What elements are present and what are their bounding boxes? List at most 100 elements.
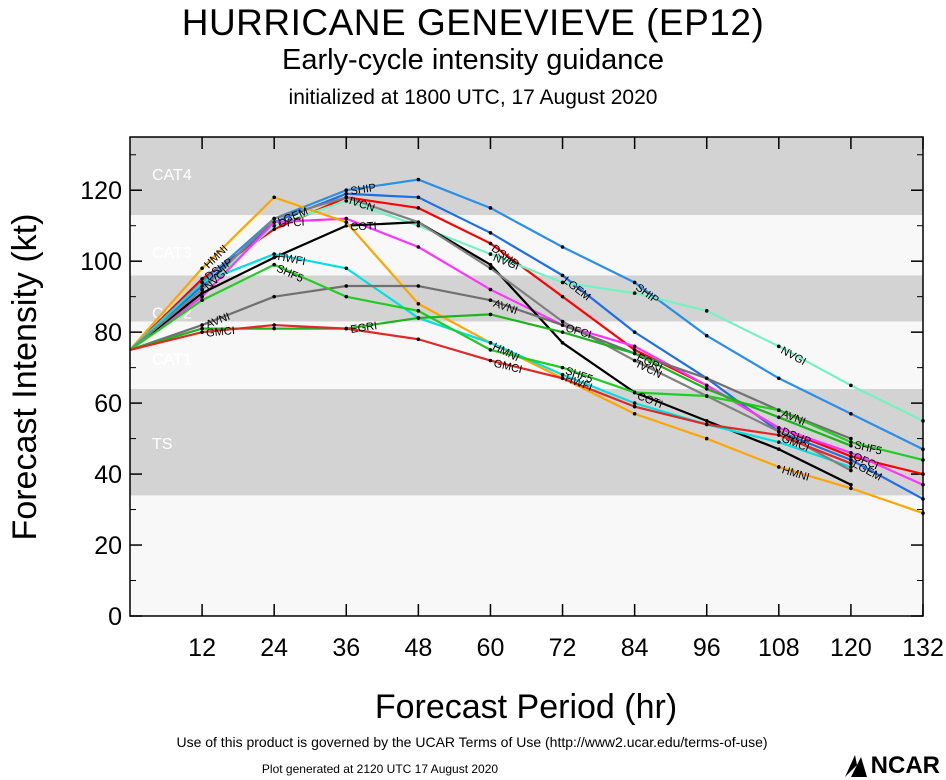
series-line-hmni xyxy=(129,196,924,515)
x-tick-label: 36 xyxy=(332,634,360,662)
series-point-nvgi xyxy=(416,223,421,228)
series-point-shf5 xyxy=(272,262,276,267)
series-point-coti xyxy=(704,419,709,423)
series-point-lgem xyxy=(488,231,493,235)
series-point-ship xyxy=(777,376,781,381)
series-point-hwfi xyxy=(632,401,637,405)
series-point-lgem xyxy=(632,330,637,334)
series-point-hwfi xyxy=(272,252,276,256)
series-point-dshp xyxy=(488,241,493,246)
series-point-shf5 xyxy=(849,440,853,444)
series-point-hmni xyxy=(344,220,349,224)
series-point-nvgi xyxy=(777,344,781,349)
series-point-egri xyxy=(777,415,781,420)
series-label-ship: SHIP xyxy=(350,182,377,198)
band-label-cat4: CAT4 xyxy=(152,167,192,184)
series-point-dshp xyxy=(560,294,565,299)
series-point-gmci xyxy=(560,376,565,381)
series-point-lgem xyxy=(849,458,853,462)
x-tick-label: 120 xyxy=(830,634,872,662)
series-point-egri xyxy=(200,326,204,331)
series-point-ivcn xyxy=(416,220,421,224)
band-label-ts: TS xyxy=(152,436,172,453)
y-tick-label: 100 xyxy=(80,248,122,276)
series-point-hwfi xyxy=(488,340,493,345)
y-tick-label: 60 xyxy=(94,390,122,418)
series-point-ofci xyxy=(632,344,637,349)
series-point-ship xyxy=(849,411,853,416)
x-tick-label: 48 xyxy=(404,634,432,662)
series-point-nvgi xyxy=(849,383,853,388)
series-point-shf5 xyxy=(344,294,349,299)
chart-subtitle: Early-cycle intensity guidance xyxy=(281,44,664,76)
series-point-avni xyxy=(849,436,853,441)
band-cat3 xyxy=(130,215,923,276)
series-point-egri xyxy=(488,312,493,317)
series-point-gmci xyxy=(344,326,349,331)
generated-timestamp: Plot generated at 2120 UTC 17 August 202… xyxy=(261,762,499,776)
series-point-avni xyxy=(488,298,493,303)
series-point-ship xyxy=(632,280,637,285)
series-label-gmci: GMCI xyxy=(206,325,236,340)
series-point-gmci xyxy=(272,323,276,327)
series-point-egri xyxy=(632,351,637,356)
y-axis-label: Forecast Intensity (kt) xyxy=(6,214,44,541)
series-point-ofci xyxy=(416,245,421,249)
model-series xyxy=(129,177,925,515)
series-point-nvgi xyxy=(272,223,276,228)
band-label-cat1: CAT1 xyxy=(152,352,192,369)
series-point-hwfi xyxy=(560,372,565,377)
series-point-ofci xyxy=(200,294,204,299)
x-tick-label: 96 xyxy=(693,634,721,662)
series-point-hmni xyxy=(200,266,204,271)
chart-title: HURRICANE GENEVIEVE (EP12) xyxy=(181,2,765,43)
series-point-coti xyxy=(777,447,781,452)
series-point-gmci xyxy=(416,337,421,342)
series-point-avni xyxy=(200,323,204,327)
series-point-dshp xyxy=(272,227,276,232)
series-point-dshp xyxy=(849,454,853,459)
series-point-shf5 xyxy=(704,394,709,398)
series-line-nvgi xyxy=(129,199,924,422)
series-point-hwfi xyxy=(777,440,781,444)
axis-tick-labels: 12 24 36 48 60 72 84 96 108 120 132 0 20 40 60 80 100 120 xyxy=(80,177,944,662)
series-point-avni xyxy=(272,294,276,299)
band-label-cat3: CAT3 xyxy=(152,245,192,262)
series-point-gmci xyxy=(632,404,637,409)
x-tick-label: 108 xyxy=(758,634,800,662)
series-line-ofci xyxy=(129,217,924,486)
series-point-hwfi xyxy=(344,266,349,271)
series-label-hwfi: HWFI xyxy=(277,251,307,268)
series-point-ofci xyxy=(704,383,709,388)
series-point-coti xyxy=(488,262,493,267)
series-point-lgem xyxy=(344,191,349,196)
series-point-ofci xyxy=(272,220,276,224)
series-point-shf5 xyxy=(777,408,781,413)
band-cat2 xyxy=(130,275,923,322)
series-point-gmci xyxy=(200,330,204,334)
series-point-ivcn xyxy=(344,195,349,200)
series-point-dshp xyxy=(416,206,421,210)
series-point-hwfi xyxy=(849,465,853,469)
series-point-egri xyxy=(704,387,709,391)
series-point-nvgi xyxy=(632,291,637,295)
series-point-ivcn xyxy=(777,429,781,434)
terms-of-use: Use of this product is governed by the U… xyxy=(176,734,768,750)
series-point-coti xyxy=(200,291,204,295)
series-point-avni xyxy=(344,284,349,288)
series-point-hwfi xyxy=(200,280,204,285)
series-point-dshp xyxy=(200,277,204,281)
series-point-shf5 xyxy=(560,365,565,370)
series-point-gmci xyxy=(704,422,709,427)
band-ts xyxy=(130,388,923,496)
series-label-coti: COTI xyxy=(350,220,377,233)
series-point-ship xyxy=(560,245,565,249)
series-point-ivcn xyxy=(849,468,853,473)
ncar-logo: NCAR xyxy=(843,752,940,780)
series-point-shf5 xyxy=(200,298,204,303)
band-cat4 xyxy=(130,137,923,216)
y-tick-label: 20 xyxy=(94,532,122,560)
series-point-hmni xyxy=(704,436,709,441)
series-point-lgem xyxy=(416,195,421,200)
